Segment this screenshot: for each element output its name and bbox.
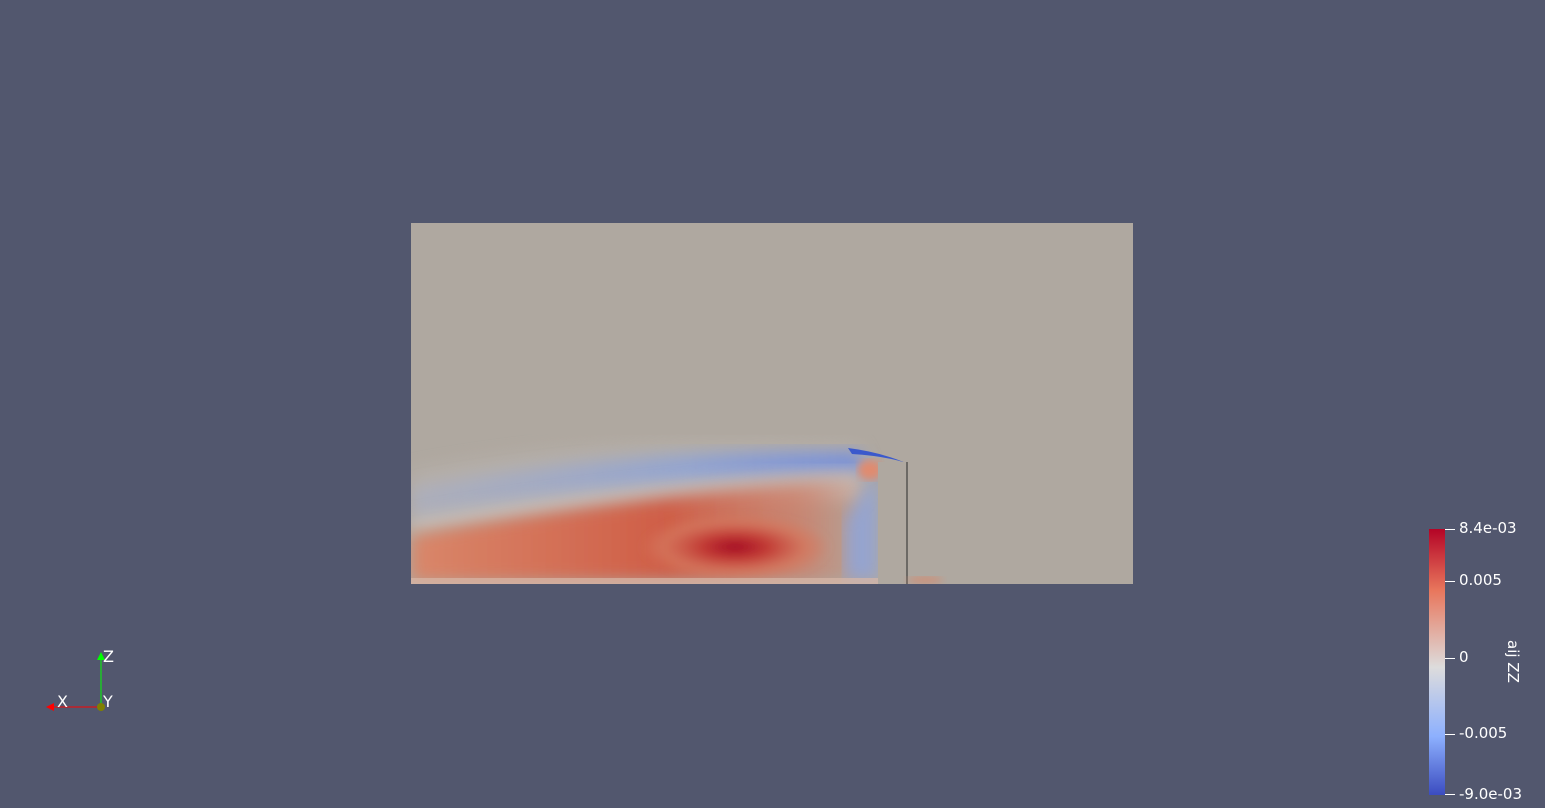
colorbar-max-label: 8.4e-03 xyxy=(1459,519,1517,537)
y-axis-dot xyxy=(97,703,105,711)
colorbar-min-label: -9.0e-03 xyxy=(1459,785,1522,803)
field-hotspot xyxy=(640,514,830,580)
colorbar[interactable] xyxy=(1429,529,1445,795)
z-axis-arrowhead xyxy=(97,652,105,660)
colorbar-tick-label: 0.005 xyxy=(1459,571,1502,589)
colorbar-tick-label: -0.005 xyxy=(1459,724,1508,742)
field-step-blue xyxy=(845,470,878,580)
colorbar-tick-mark xyxy=(1445,794,1455,795)
colorbar-tick-mark xyxy=(1445,658,1455,659)
colorbar-title: aij ZZ xyxy=(1504,640,1522,683)
field-wall-strip xyxy=(411,578,878,584)
field-step xyxy=(878,462,908,584)
colorbar-tick-mark xyxy=(1445,581,1455,582)
field-downstream-spot xyxy=(907,577,943,583)
colorbar-tick-mark xyxy=(1445,529,1455,530)
field-slice xyxy=(411,223,1133,584)
x-axis-label: X xyxy=(57,692,68,711)
z-axis-label: Z xyxy=(103,647,114,666)
axes-triad[interactable] xyxy=(46,652,105,711)
y-axis-label: Y xyxy=(103,692,113,711)
field-shear-layer xyxy=(848,448,906,463)
colorbar-tick-mark xyxy=(1445,734,1455,735)
field-corner-light xyxy=(858,460,882,480)
colorbar-tick-label: 0 xyxy=(1459,648,1469,666)
x-axis-arrowhead xyxy=(46,703,54,711)
field-band-blue xyxy=(411,451,866,520)
